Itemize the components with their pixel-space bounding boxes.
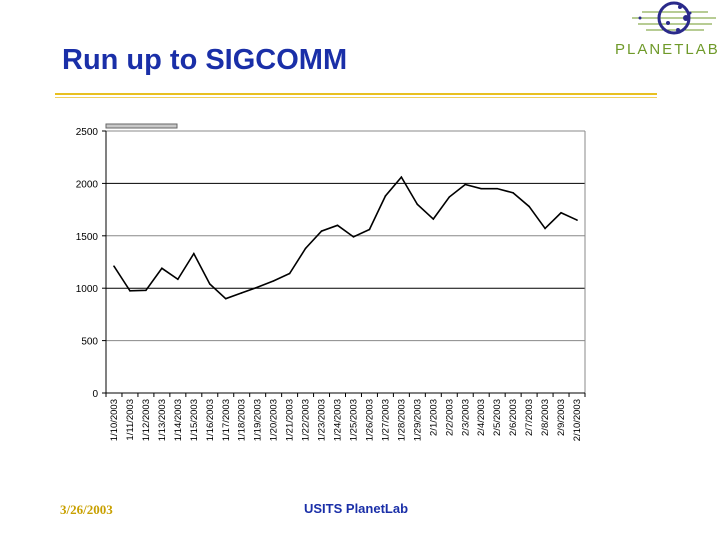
x-tick-label: 2/2/2003 [444, 399, 455, 436]
x-tick-label: 1/28/2003 [396, 399, 407, 441]
x-tick-label: 1/24/2003 [333, 399, 344, 441]
x-tick-label: 1/16/2003 [205, 399, 216, 441]
x-tick-label: 1/12/2003 [141, 399, 152, 441]
x-tick-label: 2/5/2003 [492, 399, 503, 436]
x-tick-label: 2/3/2003 [460, 399, 471, 436]
x-tick-label: 1/22/2003 [301, 399, 312, 441]
x-tick-label: 1/26/2003 [364, 399, 375, 441]
x-tick-label: 2/8/2003 [540, 399, 551, 436]
x-tick-label: 1/23/2003 [317, 399, 328, 441]
series-line [113, 175, 578, 300]
footer-text: USITS PlanetLab [304, 501, 409, 516]
x-tick-label: 2/10/2003 [572, 399, 583, 441]
slide-title: Run up to SIGCOMM [62, 44, 348, 76]
title-divider [55, 93, 657, 95]
x-tick-label: 1/25/2003 [348, 399, 359, 441]
x-tick-label: 2/7/2003 [524, 399, 535, 436]
x-tick-label: 1/20/2003 [269, 399, 280, 441]
y-tick-label: 0 [92, 389, 98, 400]
x-tick-label: 1/21/2003 [285, 399, 296, 441]
x-tick-label: 1/14/2003 [173, 399, 184, 441]
x-tick-label: 1/10/2003 [109, 399, 120, 441]
y-tick-label: 1000 [76, 284, 99, 295]
x-tick-label: 1/17/2003 [221, 399, 232, 441]
y-tick-label: 2000 [76, 179, 99, 190]
x-tick-label: 1/13/2003 [157, 399, 168, 441]
x-tick-label: 2/4/2003 [476, 399, 487, 436]
x-tick-label: 1/15/2003 [189, 399, 200, 441]
x-tick-label: 2/1/2003 [428, 399, 439, 436]
x-tick-label: 1/29/2003 [412, 399, 423, 441]
x-tick-label: 2/9/2003 [556, 399, 567, 436]
y-tick-label: 500 [81, 337, 98, 348]
legend-box [105, 123, 178, 129]
x-tick-label: 1/11/2003 [125, 399, 136, 441]
x-tick-label: 1/19/2003 [253, 399, 264, 441]
x-tick-label: 2/6/2003 [508, 399, 519, 436]
footer-date: 3/26/2003 [60, 502, 113, 517]
title-divider-thin [55, 97, 657, 98]
y-tick-label: 2500 [76, 127, 99, 138]
logo-text: PLANETLAB [615, 41, 719, 58]
x-tick-label: 1/27/2003 [380, 399, 391, 441]
x-tick-label: 1/18/2003 [237, 399, 248, 441]
y-tick-label: 1500 [76, 232, 99, 243]
planetlab-logo-icon [632, 1, 716, 35]
